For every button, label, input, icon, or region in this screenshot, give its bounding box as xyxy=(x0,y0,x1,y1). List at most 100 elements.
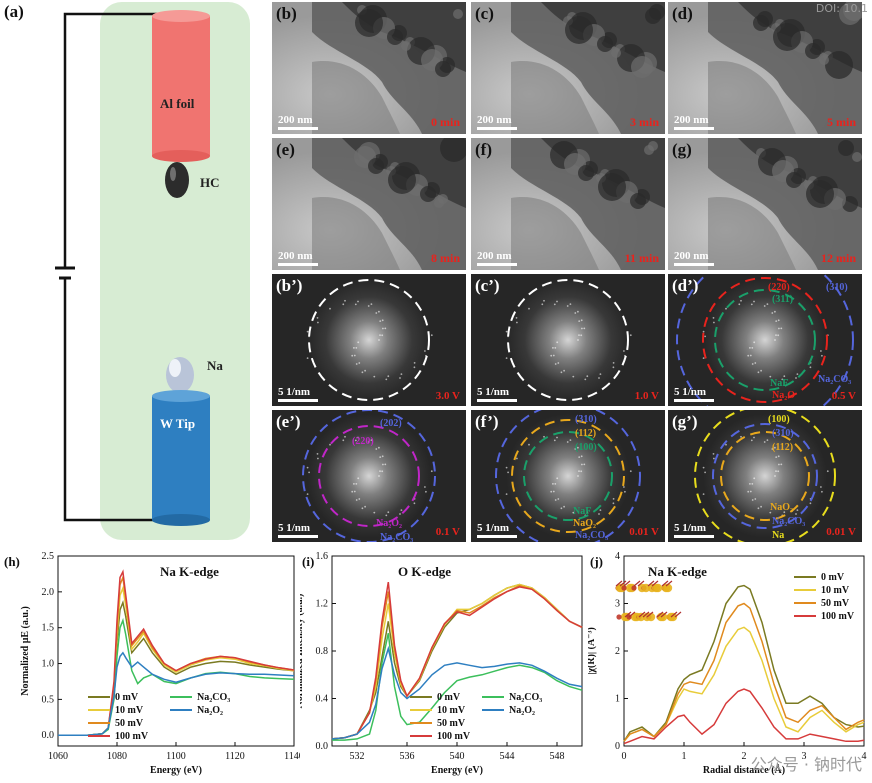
doi-text: DOI: 10.1 xyxy=(815,2,868,15)
legend-entry: 50 mV xyxy=(437,718,466,729)
legend-entry: 0 mV xyxy=(115,692,139,703)
voltage-label: 0.01 V xyxy=(629,526,659,538)
ring-annotation: Na₂CO₃ xyxy=(772,516,806,527)
x-tick-label: 0 xyxy=(622,751,627,762)
scale-bar: 200 nm xyxy=(278,114,318,130)
w-tip-cylinder xyxy=(152,390,210,526)
x-axis-label: Radial distance (Å) xyxy=(703,764,785,776)
tem-panel-label: (e) xyxy=(276,140,295,159)
y-tick-label: 2.0 xyxy=(42,587,55,598)
legend-entry: 10 mV xyxy=(115,705,144,716)
scale-bar: 200 nm xyxy=(674,114,714,130)
ring-annotation: Na₂O₂ xyxy=(376,518,402,529)
ring-annotation: (202) xyxy=(380,418,402,429)
al-foil-cylinder xyxy=(152,10,210,162)
series-line xyxy=(58,585,295,736)
tem-panel-label: (g) xyxy=(672,140,692,159)
diffraction-ring xyxy=(712,423,818,529)
tem-time-label: 12 min xyxy=(820,251,856,265)
x-axis-label: Energy (eV) xyxy=(431,765,483,776)
wire-bottom xyxy=(63,278,160,522)
legend-entry: 50 mV xyxy=(821,598,850,609)
y-tick-label: 1.6 xyxy=(316,551,329,562)
tem-image-2: (c) 200 nm 3 min xyxy=(471,2,665,134)
fft-image-1: (b’) 5 1/nm 3.0 V xyxy=(272,274,466,406)
legend-entry: 100 mV xyxy=(115,731,149,742)
x-tick-label: 3 xyxy=(802,751,807,762)
tem-image-3: (d) 200 nm 5 min xyxy=(668,2,862,134)
tem-time-label: 5 min xyxy=(826,115,856,129)
scale-bar: 200 nm xyxy=(674,250,714,266)
diffraction-ring xyxy=(511,419,625,533)
series-line xyxy=(58,617,295,736)
legend-entry: 0 mV xyxy=(821,572,845,583)
voltage-label: 0.01 V xyxy=(826,526,856,538)
scale-bar: 5 1/nm xyxy=(674,386,714,402)
y-tick-label: 2.5 xyxy=(42,551,55,562)
chart-title: Na K-edge xyxy=(160,564,219,579)
legend-entry: Na₂CO₃ xyxy=(197,692,230,703)
x-tick-label: 544 xyxy=(500,751,515,762)
scale-bar: 5 1/nm xyxy=(278,386,318,402)
tem-image-5: (f) 200 nm 11 min xyxy=(471,138,665,270)
scale-bar-line xyxy=(278,535,318,538)
tem-texture xyxy=(471,2,665,134)
scale-bar-line xyxy=(477,535,517,538)
x-tick-label: 548 xyxy=(550,751,565,762)
legend-entry: 100 mV xyxy=(821,611,855,622)
voltage-label: 0.1 V xyxy=(435,526,460,538)
tem-panel-label: (b) xyxy=(276,4,297,23)
watermark: 公众号 · 钠时代 xyxy=(750,755,862,774)
diffraction-ring xyxy=(495,410,641,542)
fft-panel-label: (b’) xyxy=(276,276,303,295)
scale-bar: 5 1/nm xyxy=(477,522,517,538)
y-axis-label: |χ(R)| (Å⁻³) xyxy=(588,627,597,675)
x-tick-label: 540 xyxy=(450,751,465,762)
y-tick-label: 1.2 xyxy=(316,599,329,610)
y-tick-label: 0.8 xyxy=(316,646,329,657)
scale-bar-line xyxy=(674,263,714,266)
y-tick-label: 3 xyxy=(615,599,620,610)
diffraction-ring xyxy=(694,410,836,542)
legend-entry: 0 mV xyxy=(437,692,461,703)
chart-panel-label: (j) xyxy=(590,554,603,569)
circuit-wires xyxy=(55,10,210,526)
fft-panel-label: (c’) xyxy=(475,276,500,295)
y-tick-label: 1 xyxy=(615,694,620,705)
chart-title: O K-edge xyxy=(398,564,451,579)
legend-entry: 50 mV xyxy=(115,718,144,729)
ring-annotation: NaO₂ xyxy=(573,518,596,529)
scale-bar-line xyxy=(674,127,714,130)
y-tick-label: 0.0 xyxy=(316,741,329,752)
series-line xyxy=(623,688,865,745)
fft-pattern xyxy=(272,410,466,542)
y-tick-label: 4 xyxy=(615,551,620,562)
legend-entry: Na₂O₂ xyxy=(509,705,535,716)
y-tick-label: 1.5 xyxy=(42,623,55,634)
fft-pattern xyxy=(471,410,665,542)
y-tick-label: 0.4 xyxy=(316,694,329,705)
al-foil-label: Al foil xyxy=(160,96,195,111)
ring-annotation: NaF xyxy=(770,378,789,389)
chart-panel-label: (h) xyxy=(4,554,20,569)
fft-image-2: (c’) 5 1/nm 1.0 V xyxy=(471,274,665,406)
tem-texture xyxy=(668,2,862,134)
tem-image-4: (e) 200 nm 8 min xyxy=(272,138,466,270)
scale-bar-line xyxy=(278,127,318,130)
y-axis-label: Normalized μE (a.u.) xyxy=(20,606,31,696)
diffraction-ring xyxy=(702,277,828,403)
y-tick-label: 0.0 xyxy=(42,730,55,741)
series-line xyxy=(58,651,295,736)
fft-image-4: (e’) 5 1/nm 0.1 V (202) (220) Na₂O₂ Na₂CO₃ xyxy=(272,410,466,542)
legend-entry: Na₂O₂ xyxy=(197,705,223,716)
ring-annotation: (310) xyxy=(772,428,794,439)
x-tick-label: 4 xyxy=(862,751,867,762)
scale-bar: 5 1/nm xyxy=(278,522,318,538)
scale-bar-line xyxy=(477,399,517,402)
tem-image-1: (b) 200 nm 0 min xyxy=(272,2,466,134)
ring-annotation: (310) xyxy=(575,414,597,425)
na-sphere xyxy=(166,357,194,393)
fft-image-3: (d’) 5 1/nm 0.5 V (220) (311) (310) Na₂CO₃ NaF N… xyxy=(668,274,862,406)
ring-annotation: Na₂CO₃ xyxy=(818,374,852,385)
